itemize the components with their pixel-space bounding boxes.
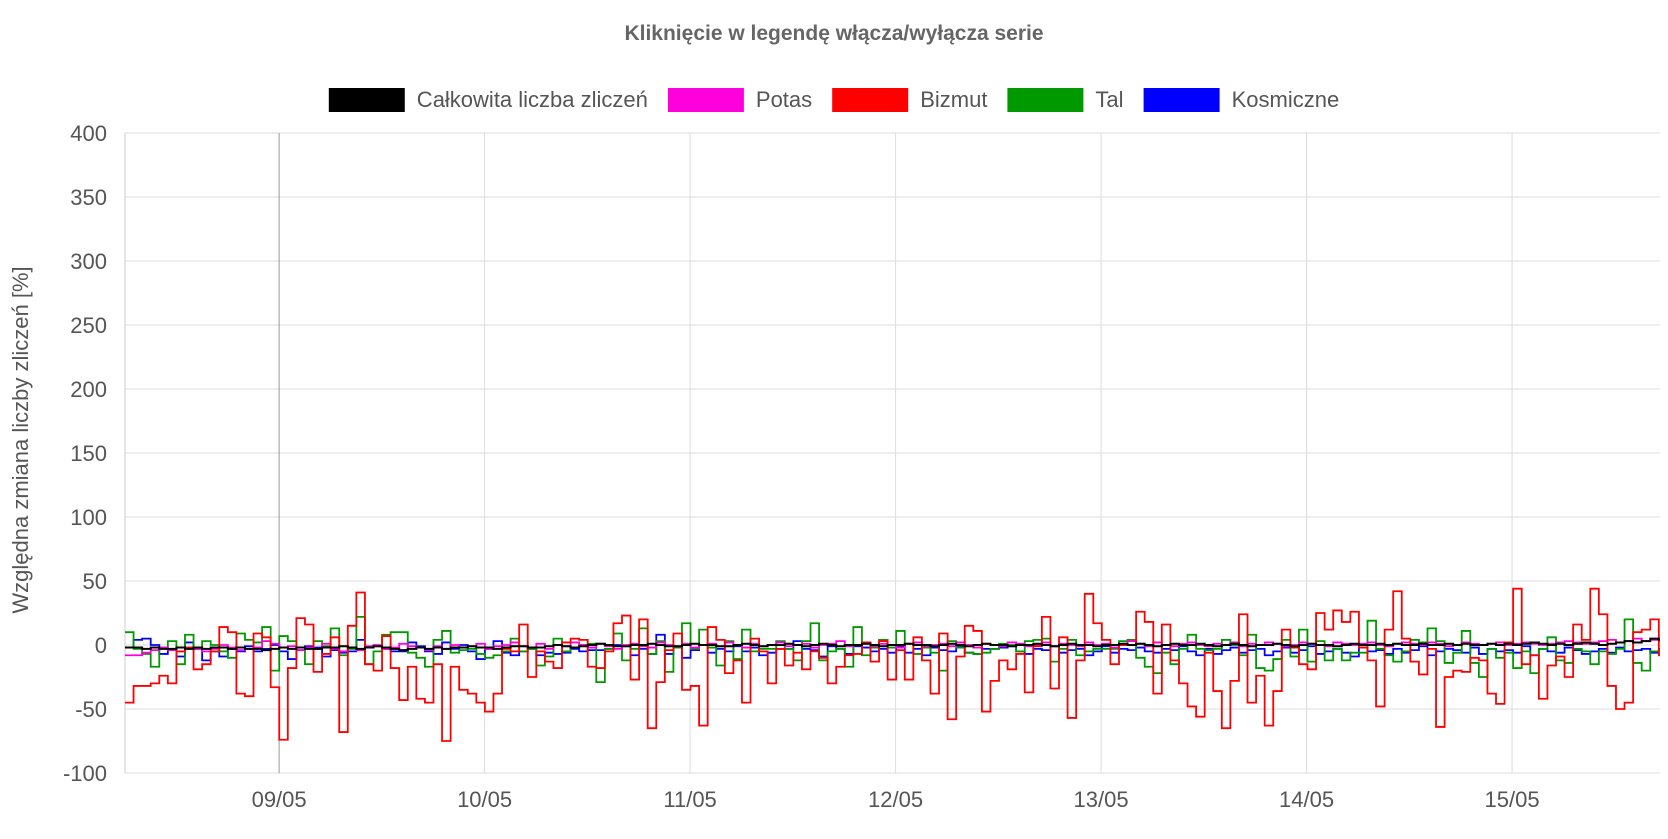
- y-axis-label: Względna zmiana liczby zliczeń [%]: [8, 266, 33, 613]
- legend-swatch: [1143, 88, 1220, 112]
- legend-item-kosmiczne[interactable]: Kosmiczne: [1143, 87, 1340, 112]
- legend-swatch: [832, 88, 909, 112]
- x-tick-label: 09/05: [252, 787, 307, 812]
- legend-swatch: [1007, 88, 1084, 112]
- x-tick-label: 11/05: [663, 787, 716, 812]
- legend-item-bizmut[interactable]: Bizmut: [832, 87, 987, 112]
- y-tick-label: -50: [75, 697, 107, 722]
- y-tick-label: 50: [83, 569, 107, 594]
- legend-item-tal[interactable]: Tal: [1007, 87, 1124, 112]
- x-tick-label: 13/05: [1074, 787, 1129, 812]
- legend-item-total[interactable]: Całkowita liczba zliczeń: [328, 87, 648, 112]
- y-tick-label: 0: [95, 633, 107, 658]
- x-tick-label: 12/05: [868, 787, 923, 812]
- x-tick-label: 15/05: [1485, 787, 1540, 812]
- y-tick-label: 300: [70, 249, 107, 274]
- y-tick-label: 150: [70, 441, 107, 466]
- y-tick-label: 250: [70, 313, 107, 338]
- x-tick-label: 10/05: [457, 787, 512, 812]
- series-line-total: [125, 637, 1660, 652]
- legend-label: Tal: [1095, 87, 1123, 112]
- chart-title: Kliknięcie w legendę włącza/wyłącza seri…: [624, 22, 1043, 45]
- y-tick-label: 400: [70, 121, 107, 146]
- series-layer: [125, 587, 1660, 742]
- axes: -100 -50 0 50 100 150 200 250 300 350 400 09/05 10/0…: [63, 121, 1540, 812]
- y-tick-label: 350: [70, 185, 107, 210]
- series-line-bizmut: [125, 587, 1660, 742]
- grid: [124, 132, 1660, 774]
- legend-label: Bizmut: [920, 87, 987, 112]
- y-tick-label: 100: [70, 505, 107, 530]
- legend-label: Kosmiczne: [1232, 87, 1340, 112]
- y-tick-label: -100: [63, 761, 107, 786]
- legend-swatch: [328, 88, 405, 112]
- legend-label: Całkowita liczba zliczeń: [417, 87, 648, 112]
- legend: Całkowita liczba zliczeń Potas Bizmut Tal Ko…: [328, 87, 1340, 112]
- legend-swatch: [667, 88, 744, 112]
- legend-item-potas[interactable]: Potas: [667, 87, 812, 112]
- y-tick-label: 200: [70, 377, 107, 402]
- legend-label: Potas: [756, 87, 812, 112]
- x-tick-label: 14/05: [1279, 787, 1334, 812]
